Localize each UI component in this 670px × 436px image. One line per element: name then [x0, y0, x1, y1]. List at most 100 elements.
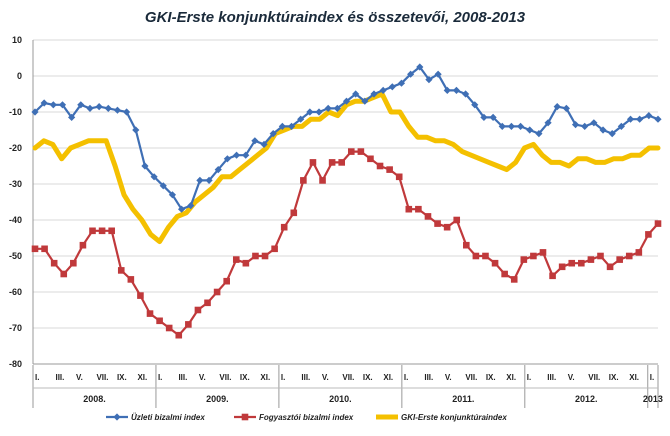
data-point — [132, 126, 140, 134]
data-point — [205, 176, 213, 184]
data-point — [214, 166, 222, 174]
x-tick-label: V. — [445, 373, 452, 382]
x-tick-label: XI. — [629, 373, 639, 382]
data-point — [98, 227, 106, 235]
x-tick-label: III. — [547, 373, 556, 382]
data-point — [95, 103, 103, 111]
data-point — [405, 205, 413, 213]
data-point — [165, 324, 173, 332]
data-point — [187, 202, 195, 210]
data-point — [578, 259, 585, 267]
data-point — [482, 252, 489, 260]
data-point — [232, 256, 240, 263]
data-point — [50, 259, 58, 267]
chart-title: GKI-Erste konjunktúraindex és összetevői… — [145, 9, 526, 26]
data-point — [290, 209, 298, 217]
x-tick-label: IX. — [486, 373, 496, 382]
data-point — [367, 155, 374, 163]
data-point — [452, 86, 461, 94]
data-point — [137, 292, 144, 299]
data-point — [338, 159, 346, 166]
data-point — [223, 277, 230, 285]
data-point — [175, 331, 183, 339]
data-point — [41, 245, 48, 253]
x-tick-label: XI. — [383, 373, 393, 382]
series-group — [31, 63, 662, 339]
y-tick-label: -50 — [9, 251, 22, 261]
data-point — [141, 162, 149, 170]
data-point — [654, 220, 662, 227]
y-tick-label: -10 — [9, 107, 22, 117]
x-tick-label: I. — [527, 373, 531, 382]
x-tick-label: I. — [158, 373, 162, 382]
data-point — [252, 252, 259, 260]
data-point — [463, 241, 470, 249]
x-tick-label: V. — [76, 373, 83, 382]
legend-label: Fogyasztói bizalmi index — [259, 413, 354, 422]
legend-marker — [241, 413, 249, 421]
data-point — [424, 213, 432, 220]
data-point — [177, 205, 186, 213]
data-point — [535, 130, 543, 138]
data-point — [89, 227, 96, 235]
x-tick-label: I. — [281, 373, 285, 382]
data-point — [342, 97, 351, 105]
year-label: 2012. — [575, 394, 598, 404]
data-point — [194, 306, 202, 314]
data-point — [539, 249, 547, 256]
x-tick-label: V. — [322, 373, 329, 382]
x-tick-label: XI. — [137, 373, 147, 382]
year-label: 2010. — [329, 394, 352, 404]
data-point — [597, 252, 604, 260]
data-point — [309, 159, 317, 166]
data-point — [370, 90, 378, 98]
data-point — [123, 108, 131, 116]
x-tick-label: IX. — [363, 373, 373, 382]
data-point — [40, 99, 48, 107]
legend-marker — [113, 413, 121, 421]
data-point — [79, 241, 87, 249]
data-point — [395, 173, 403, 181]
data-point — [347, 148, 355, 155]
data-point — [443, 86, 451, 94]
legend: Üzleti bizalmi index Fogyasztói bizalmi i… — [106, 413, 507, 422]
axes: 10 0 -10 -20 -30 -40 -50 -60 -70 -80 I. III. V. VII. I… — [9, 35, 663, 408]
year-label: 2013 — [643, 394, 663, 404]
x-tick-label: V. — [568, 373, 575, 382]
data-point — [269, 130, 277, 138]
data-point — [480, 113, 488, 121]
data-point — [185, 321, 192, 328]
data-point — [553, 103, 561, 111]
data-point — [416, 63, 424, 71]
data-point — [251, 137, 259, 145]
data-point — [379, 86, 387, 94]
data-point — [31, 108, 39, 116]
series-line-0 — [33, 65, 660, 211]
data-point — [388, 83, 396, 91]
x-tick-label: XI. — [260, 373, 270, 382]
year-label: 2011. — [452, 394, 474, 404]
x-tick-label: VII. — [96, 373, 108, 382]
x-tick-label: V. — [199, 373, 206, 382]
y-tick-label: 0 — [17, 71, 22, 81]
series-line-1 — [33, 150, 660, 337]
data-point — [501, 270, 508, 278]
data-point — [443, 223, 451, 231]
data-point — [581, 122, 589, 130]
data-point — [616, 256, 623, 263]
data-point — [196, 176, 204, 184]
data-point — [510, 276, 518, 283]
data-point — [146, 310, 154, 317]
data-point — [645, 112, 653, 120]
y-tick-label: -60 — [9, 287, 22, 297]
x-tick-label: IX. — [240, 373, 250, 382]
data-point — [300, 177, 307, 184]
data-point — [278, 122, 286, 130]
data-point — [86, 104, 94, 112]
data-point — [498, 122, 506, 130]
data-point — [113, 106, 122, 114]
x-tick-label: III. — [55, 373, 64, 382]
x-tick-label: IX. — [117, 373, 127, 382]
data-point — [150, 173, 158, 181]
data-point — [127, 276, 135, 283]
